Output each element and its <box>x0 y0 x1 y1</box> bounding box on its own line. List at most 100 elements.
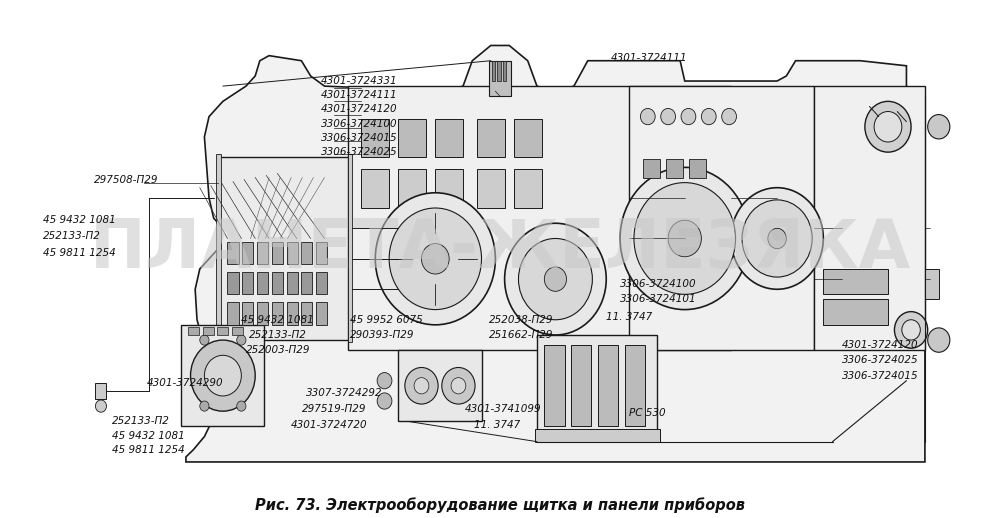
Bar <box>242 241 253 264</box>
Text: 45 9952 6075: 45 9952 6075 <box>350 315 423 325</box>
Bar <box>361 169 389 208</box>
Bar <box>823 269 888 294</box>
Circle shape <box>768 228 786 249</box>
Text: 4301-3724120: 4301-3724120 <box>842 340 918 350</box>
Text: 4301-3724120: 4301-3724120 <box>321 105 397 114</box>
Circle shape <box>634 183 736 294</box>
Circle shape <box>95 400 106 412</box>
Bar <box>232 327 243 335</box>
Bar <box>477 169 505 208</box>
Text: 11. 3747: 11. 3747 <box>474 421 520 430</box>
Bar <box>689 159 706 178</box>
Circle shape <box>668 220 701 257</box>
Text: 4301-3724111: 4301-3724111 <box>321 90 397 100</box>
Circle shape <box>722 108 736 125</box>
Circle shape <box>928 114 950 139</box>
Bar <box>316 272 327 294</box>
Text: 3306-3724015: 3306-3724015 <box>321 133 397 143</box>
Circle shape <box>442 367 475 404</box>
Text: ПЛАНЕТА-ЖЕЛЕЗЯКА: ПЛАНЕТА-ЖЕЛЕЗЯКА <box>89 215 911 282</box>
Bar <box>435 119 463 157</box>
Circle shape <box>421 243 449 274</box>
Bar <box>257 272 268 294</box>
Bar <box>823 299 888 325</box>
Bar <box>227 241 239 264</box>
Bar <box>571 345 591 426</box>
Bar <box>203 327 214 335</box>
Bar <box>257 241 268 264</box>
Text: 4301-3724111: 4301-3724111 <box>611 53 687 63</box>
Circle shape <box>928 328 950 352</box>
Bar <box>242 303 253 325</box>
Bar <box>489 61 511 96</box>
Bar <box>181 325 264 426</box>
Text: 11. 3747: 11. 3747 <box>606 312 652 322</box>
Circle shape <box>414 378 429 394</box>
Text: 45 9811 1254: 45 9811 1254 <box>43 248 115 257</box>
Bar <box>625 345 645 426</box>
Text: 297508-П29: 297508-П29 <box>94 175 158 184</box>
Bar <box>535 429 660 442</box>
Bar <box>598 345 618 426</box>
Bar <box>348 86 731 350</box>
Bar <box>814 86 925 350</box>
Circle shape <box>742 200 812 277</box>
Text: 45 9432 1081: 45 9432 1081 <box>112 430 185 440</box>
Circle shape <box>237 401 246 411</box>
Bar <box>301 272 312 294</box>
Text: 252038-П29: 252038-П29 <box>489 315 553 325</box>
Text: 3306-3724100: 3306-3724100 <box>620 279 697 289</box>
Bar <box>216 154 221 342</box>
Bar <box>629 86 814 350</box>
Circle shape <box>518 238 592 320</box>
Bar <box>227 272 239 294</box>
Circle shape <box>640 108 655 125</box>
Text: 252133-П2: 252133-П2 <box>112 416 170 426</box>
Text: 3307-3724292: 3307-3724292 <box>306 388 383 398</box>
Bar <box>272 241 283 264</box>
Circle shape <box>865 102 911 152</box>
Bar <box>537 335 657 437</box>
Polygon shape <box>186 46 925 462</box>
Bar <box>218 157 352 340</box>
Text: 290393-П29: 290393-П29 <box>350 330 415 340</box>
Bar <box>95 383 106 399</box>
Text: 4301-3724720: 4301-3724720 <box>291 421 368 430</box>
Circle shape <box>731 188 823 289</box>
Bar <box>257 303 268 325</box>
Bar <box>217 327 228 335</box>
Bar <box>272 303 283 325</box>
Circle shape <box>377 393 392 409</box>
Bar <box>514 119 542 157</box>
Text: 45 9432 1081: 45 9432 1081 <box>241 315 314 325</box>
Bar <box>348 154 352 342</box>
Bar <box>361 119 389 157</box>
Bar <box>287 303 298 325</box>
Text: 3306-3724015: 3306-3724015 <box>842 370 918 381</box>
Circle shape <box>681 108 696 125</box>
Circle shape <box>237 335 246 345</box>
Bar <box>287 241 298 264</box>
Text: 4301-3724290: 4301-3724290 <box>147 378 224 388</box>
Text: 4301-3741099: 4301-3741099 <box>465 404 542 414</box>
Bar <box>477 119 505 157</box>
Ellipse shape <box>204 355 241 396</box>
Text: 252133-П2: 252133-П2 <box>43 232 101 241</box>
Text: 3306-3724101: 3306-3724101 <box>620 294 697 305</box>
Circle shape <box>377 372 392 389</box>
Bar <box>925 269 939 299</box>
Text: 251662-П29: 251662-П29 <box>489 330 553 340</box>
Bar <box>643 159 660 178</box>
Circle shape <box>451 378 466 394</box>
Circle shape <box>389 208 482 310</box>
Text: 297519-П29: 297519-П29 <box>302 404 367 414</box>
Circle shape <box>874 111 902 142</box>
Circle shape <box>505 223 606 335</box>
Circle shape <box>701 108 716 125</box>
Text: РС 530: РС 530 <box>629 408 666 418</box>
Text: 3306-3724025: 3306-3724025 <box>842 355 918 365</box>
Bar <box>492 61 495 81</box>
Bar <box>666 159 683 178</box>
Circle shape <box>620 167 749 310</box>
Bar <box>301 303 312 325</box>
